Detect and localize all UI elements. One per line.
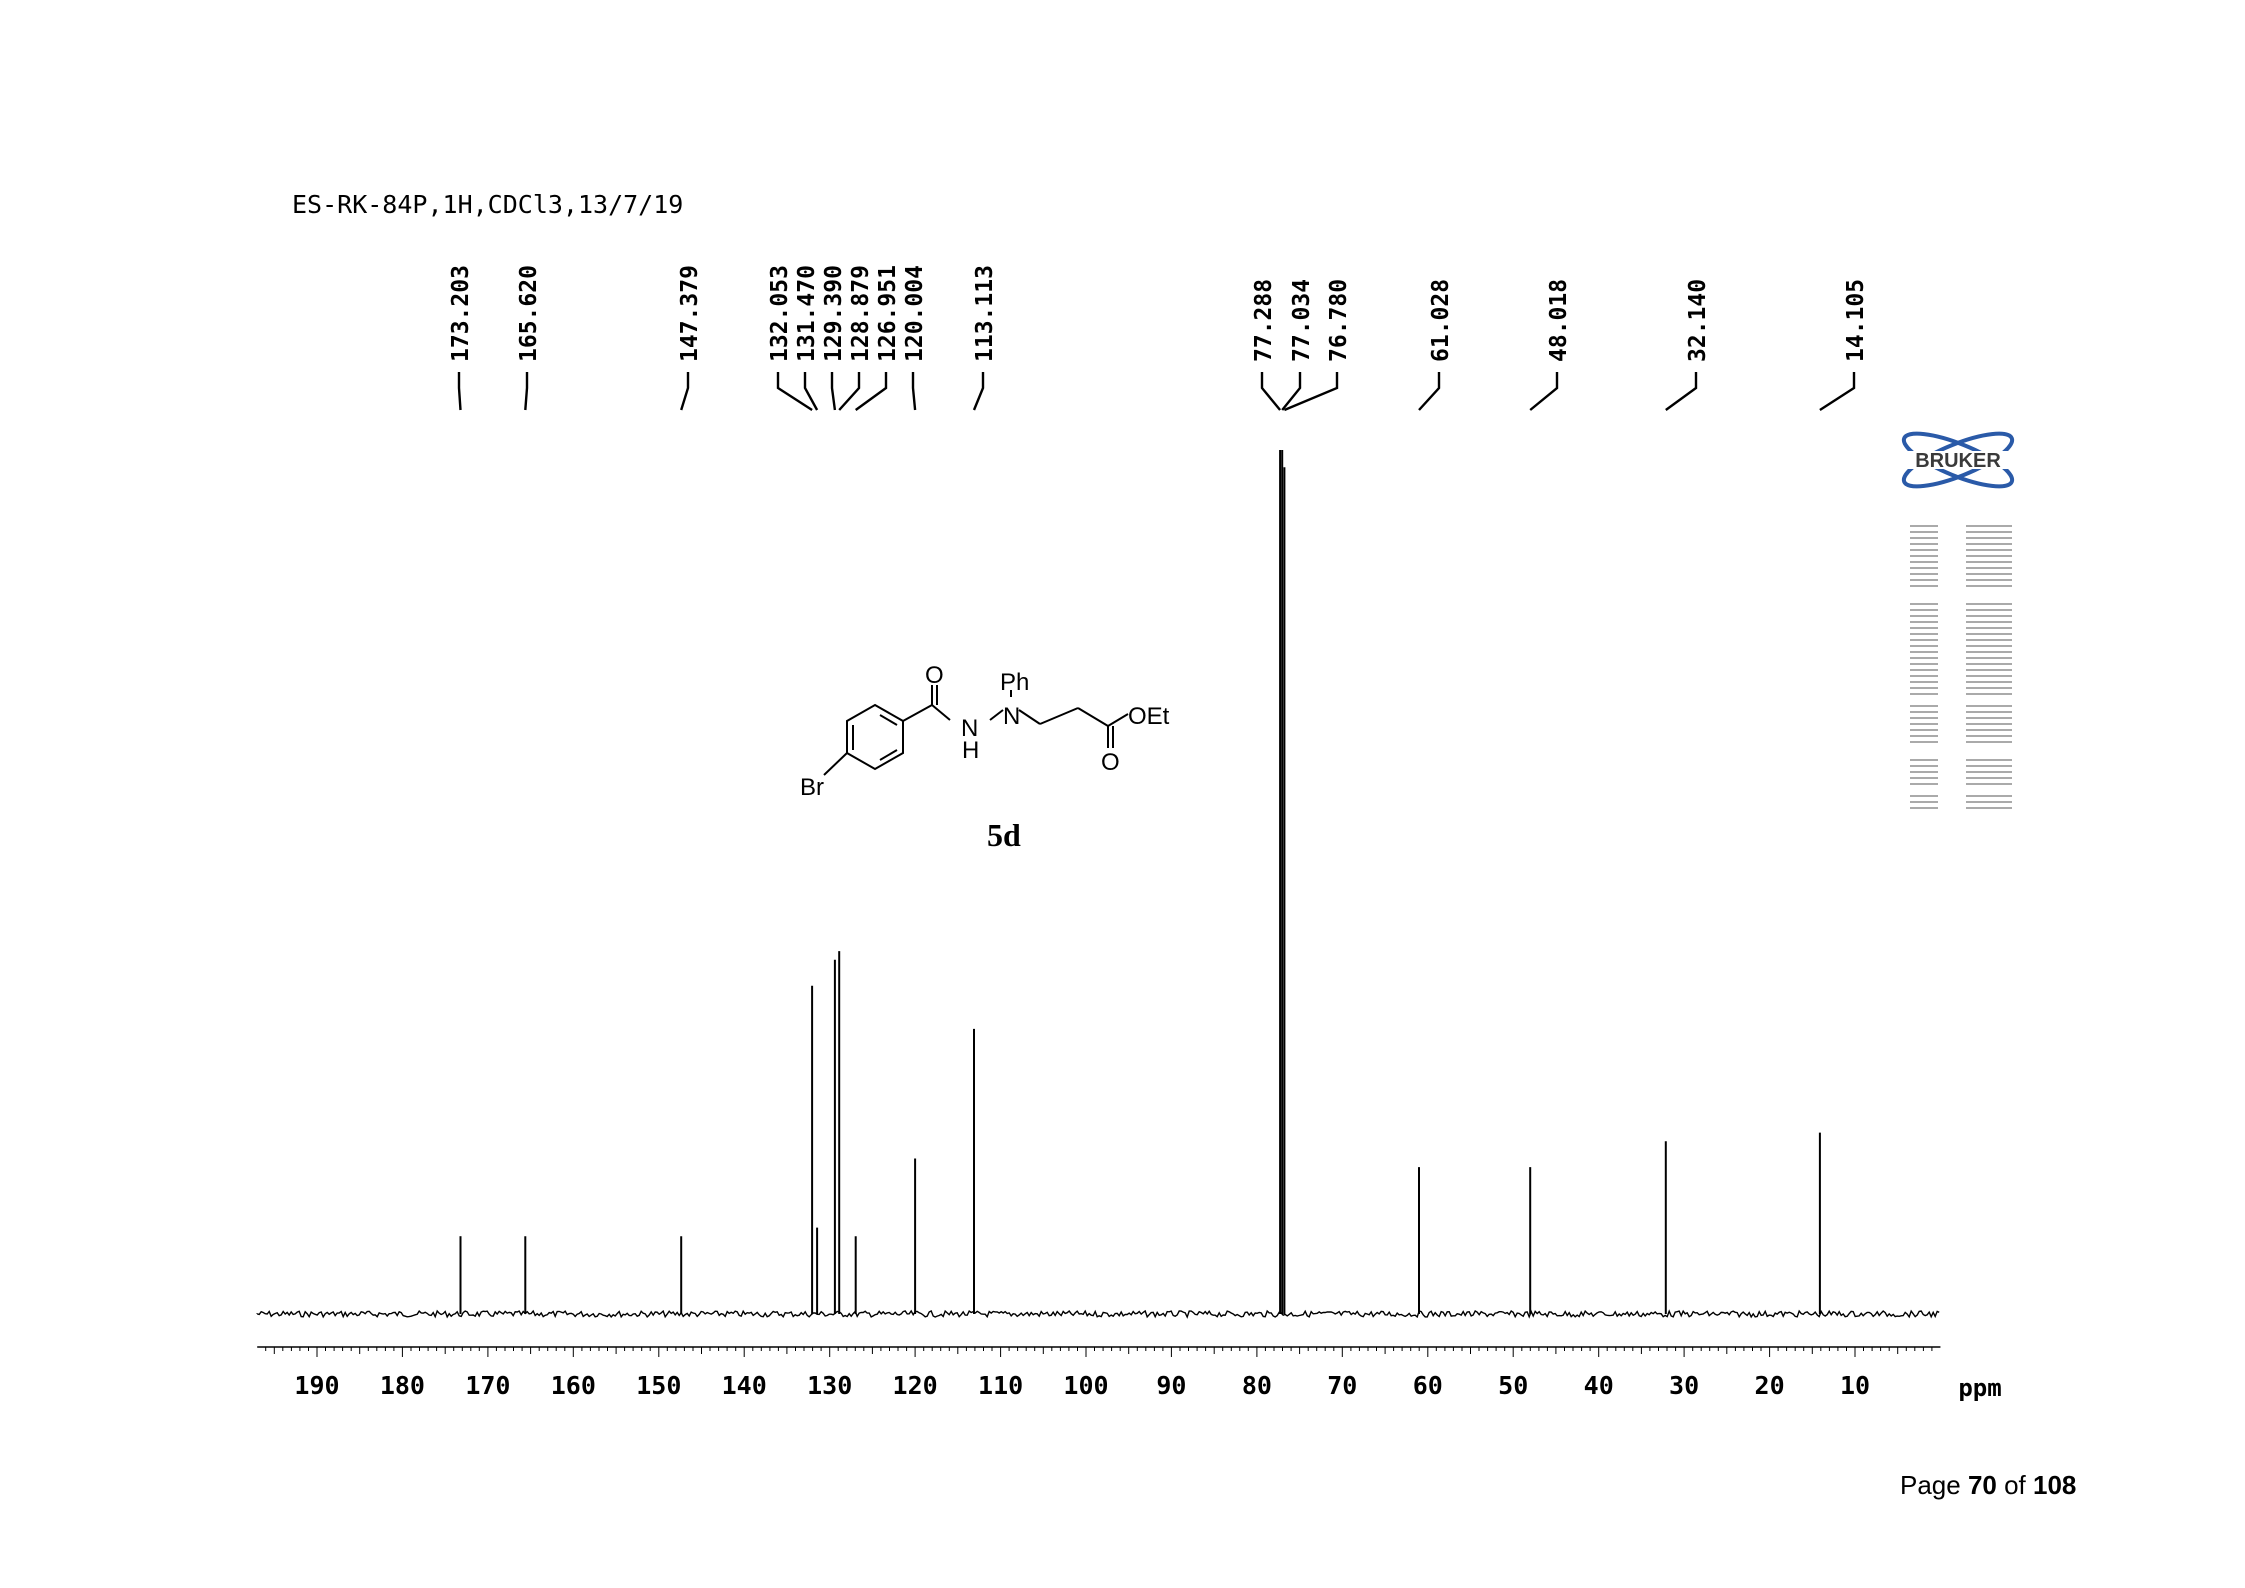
- footer-of: of: [1996, 1470, 2034, 1500]
- footer-total-pages: 108: [2033, 1470, 2077, 1500]
- x-tick-label: 190: [294, 1371, 339, 1400]
- peak-leader-line: [680, 372, 690, 411]
- bond-n-ch2: [1018, 709, 1041, 725]
- peak-label: 126.951: [875, 265, 901, 362]
- atom-o-ester: O: [1101, 749, 1120, 776]
- atom-n-amine: N: [1003, 703, 1020, 730]
- peak-leader-line: [1529, 372, 1559, 411]
- x-tick-label: 170: [465, 1371, 510, 1400]
- peak-label: 165.620: [516, 265, 542, 362]
- peak-label-group: 173.203 165.620 147.379 132.053 131.470 129.3…: [448, 265, 1869, 362]
- peak-label: 61.028: [1428, 279, 1454, 362]
- bond-ester-oet: [1107, 713, 1129, 727]
- peak-label: 173.203: [448, 265, 474, 362]
- x-tick-label: 70: [1327, 1371, 1357, 1400]
- x-tick-label: 110: [978, 1371, 1023, 1400]
- logo-text: BRUKER: [1915, 450, 2001, 472]
- peak-label: 147.379: [677, 265, 703, 362]
- peak-leader-line: [1418, 372, 1441, 411]
- peak-label: 131.470: [794, 265, 820, 362]
- spectrum-trace: [256, 450, 1940, 1319]
- peak-label: 77.288: [1251, 279, 1277, 362]
- x-tick-label: 80: [1242, 1371, 1272, 1400]
- x-tick-label: 180: [380, 1371, 425, 1400]
- peak-label: 120.004: [902, 265, 928, 362]
- peak-leader-line: [803, 372, 819, 411]
- atom-oet: OEt: [1128, 703, 1170, 730]
- x-tick-label: 90: [1156, 1371, 1186, 1400]
- peak-leader-lines: [457, 372, 1856, 412]
- peak-leader-line: [1260, 372, 1282, 411]
- bond-ch2-ch2: [1039, 707, 1079, 725]
- x-tick-label: 10: [1840, 1371, 1870, 1400]
- peak-leader-line: [457, 372, 462, 411]
- atom-br: Br: [800, 774, 824, 801]
- spectrum-title: ES-RK-84P,1H,CDCl3,13/7/19: [292, 190, 684, 219]
- atom-n-hydrazide: N: [961, 715, 978, 742]
- bond-ch2-ester: [1077, 707, 1109, 727]
- atom-h: H: [962, 737, 979, 764]
- ring-double-bond: [879, 714, 898, 726]
- x-tick-label: 130: [807, 1371, 852, 1400]
- peak-label: 132.053: [767, 265, 793, 362]
- x-tick-label: 150: [636, 1371, 681, 1400]
- baseline-noise: [256, 1309, 1940, 1319]
- bruker-logo: BRUKER: [1896, 431, 2020, 489]
- peak-leader-line: [524, 372, 529, 411]
- x-tick-label: 30: [1669, 1371, 1699, 1400]
- ring-double-bond: [879, 749, 898, 761]
- x-axis: 190 180 170 160 150 140 130 120 110 100 90 80 70 60 50…: [257, 1346, 2002, 1402]
- atom-ph: Ph: [1000, 669, 1029, 696]
- peak-leader-line: [911, 372, 917, 411]
- x-tick-label: 100: [1063, 1371, 1108, 1400]
- x-tick-label: 60: [1413, 1371, 1443, 1400]
- x-tick-label: 40: [1584, 1371, 1614, 1400]
- peak-leader-line: [776, 372, 813, 412]
- peak-leader-line: [1281, 372, 1302, 411]
- peak-leader-line: [854, 372, 888, 411]
- footer-prefix: Page: [1900, 1470, 1968, 1500]
- benzene-ring: [846, 703, 904, 771]
- peak-label: 76.780: [1326, 279, 1352, 362]
- peak-label: 32.140: [1685, 279, 1711, 362]
- peak-leader-line: [1665, 372, 1698, 411]
- bond-ring-br: [823, 752, 848, 776]
- peak-leader-line: [972, 372, 985, 411]
- bond-carbonyl-n: [931, 704, 951, 721]
- compound-label: 5d: [987, 817, 1021, 853]
- peak-leader-line: [838, 372, 861, 411]
- x-tick-label: 50: [1498, 1371, 1528, 1400]
- x-axis-label: ppm: [1958, 1374, 2001, 1402]
- bond-n-n: [989, 709, 1004, 721]
- bond-ring-carbonyl: [902, 704, 933, 722]
- peak-leader-line: [830, 372, 837, 411]
- x-tick-label: 140: [722, 1371, 767, 1400]
- atom-o-carbonyl: O: [925, 662, 944, 689]
- x-tick-label: 120: [893, 1371, 938, 1400]
- footer-current-page: 70: [1967, 1470, 1997, 1500]
- peak-label: 77.034: [1289, 279, 1315, 362]
- x-tick-label: 160: [551, 1371, 596, 1400]
- peak-leader-line: [1819, 372, 1856, 412]
- molecule-structure: [823, 685, 1129, 776]
- peak-label: 14.105: [1843, 279, 1869, 362]
- x-tick-label: 20: [1755, 1371, 1785, 1400]
- peak-leader-line: [1283, 372, 1339, 412]
- molecule-atom-labels: O O N N H Ph OEt Br: [800, 662, 1170, 801]
- peak-label: 48.018: [1546, 279, 1572, 362]
- page-footer: Page 70 of 108: [1900, 1470, 2076, 1501]
- acquisition-parameters-block: [1910, 525, 2012, 809]
- peak-label: 113.113: [972, 265, 998, 362]
- peak-label: 128.879: [848, 265, 874, 362]
- peak-label: 129.390: [821, 265, 847, 362]
